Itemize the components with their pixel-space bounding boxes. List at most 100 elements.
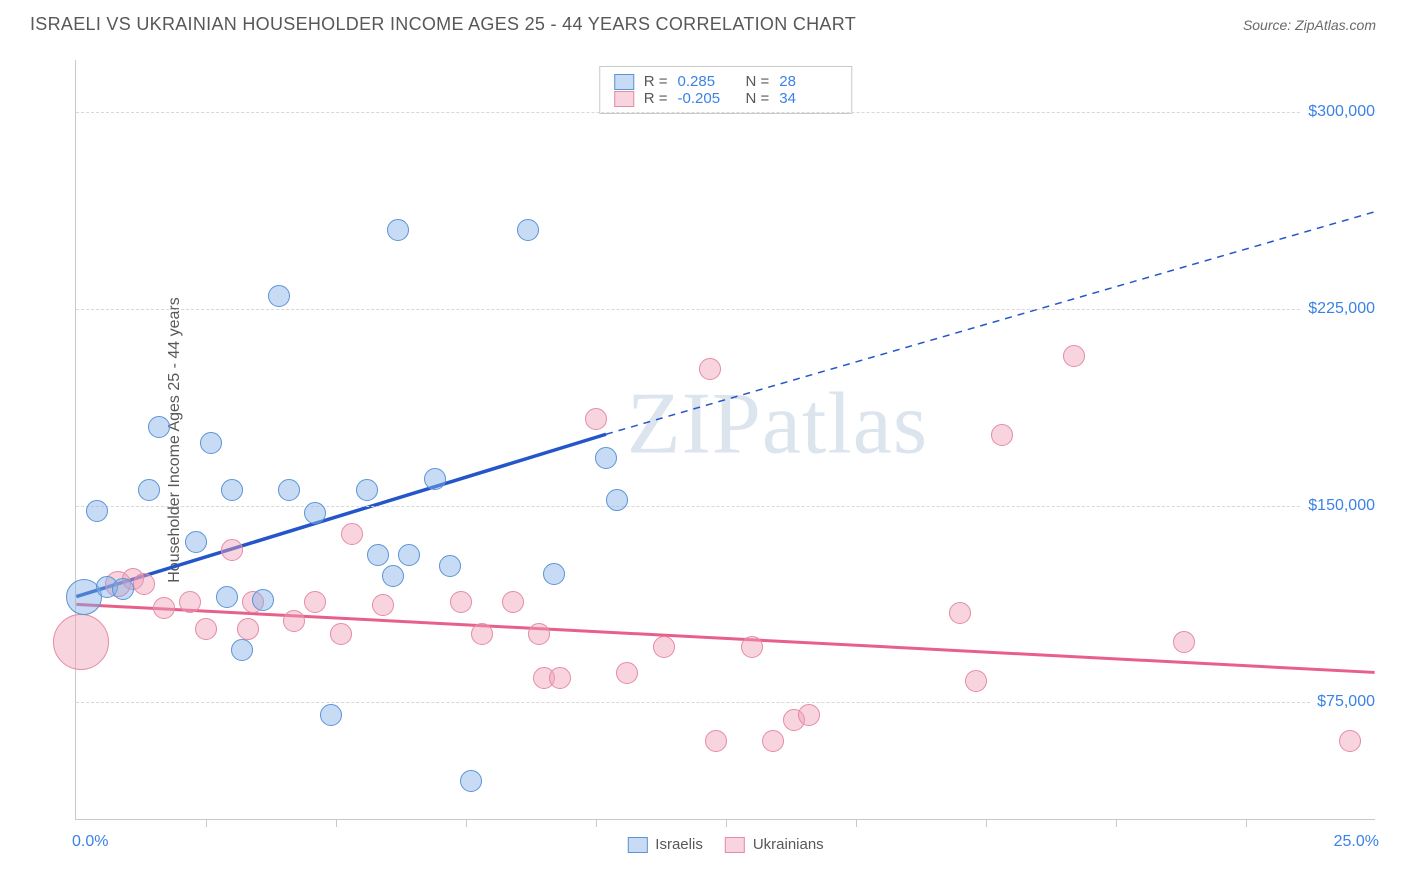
data-point <box>278 479 300 501</box>
legend-label: Ukrainians <box>753 836 824 853</box>
data-point <box>133 573 155 595</box>
data-point <box>320 704 342 726</box>
data-point <box>549 667 571 689</box>
n-value: 28 <box>779 73 837 90</box>
x-tick <box>1116 819 1117 827</box>
r-value: -0.205 <box>678 90 736 107</box>
data-point <box>53 614 109 670</box>
data-point <box>367 544 389 566</box>
data-point <box>330 623 352 645</box>
x-tick <box>206 819 207 827</box>
x-tick <box>596 819 597 827</box>
data-point <box>252 589 274 611</box>
y-tick-label: $150,000 <box>1302 497 1381 515</box>
data-point <box>185 531 207 553</box>
data-point <box>268 285 290 307</box>
data-point <box>949 602 971 624</box>
data-point <box>653 636 675 658</box>
data-point <box>1173 631 1195 653</box>
data-point <box>616 662 638 684</box>
data-point <box>471 623 493 645</box>
data-point <box>424 468 446 490</box>
x-tick <box>986 819 987 827</box>
trend-lines <box>76 60 1375 819</box>
data-point <box>341 523 363 545</box>
swatch-icon <box>614 91 634 107</box>
data-point <box>798 704 820 726</box>
data-point <box>439 555 461 577</box>
y-tick-label: $75,000 <box>1311 693 1381 711</box>
data-point <box>543 563 565 585</box>
correlation-stats-box: R = 0.285 N = 28 R = -0.205 N = 34 <box>599 66 853 114</box>
data-point <box>221 479 243 501</box>
swatch-icon <box>614 74 634 90</box>
data-point <box>112 578 134 600</box>
data-point <box>382 565 404 587</box>
x-axis-max-label: 25.0% <box>1334 833 1379 851</box>
data-point <box>387 219 409 241</box>
data-point <box>138 479 160 501</box>
y-tick-label: $300,000 <box>1302 103 1381 121</box>
data-point <box>450 591 472 613</box>
data-point <box>86 500 108 522</box>
r-value: 0.285 <box>678 73 736 90</box>
data-point <box>195 618 217 640</box>
data-point <box>502 591 524 613</box>
gridline <box>76 702 1375 703</box>
data-point <box>179 591 201 613</box>
x-tick <box>336 819 337 827</box>
data-point <box>153 597 175 619</box>
data-point <box>200 432 222 454</box>
data-point <box>1063 345 1085 367</box>
scatter-chart: Householder Income Ages 25 - 44 years ZI… <box>75 60 1375 820</box>
data-point <box>283 610 305 632</box>
watermark: ZIPatlas <box>627 374 928 475</box>
data-point <box>699 358 721 380</box>
legend-label: Israelis <box>655 836 703 853</box>
data-point <box>991 424 1013 446</box>
stat-label: N = <box>746 73 770 90</box>
chart-title: ISRAELI VS UKRAINIAN HOUSEHOLDER INCOME … <box>30 14 856 35</box>
data-point <box>148 416 170 438</box>
stat-label: N = <box>746 90 770 107</box>
stats-row-series2: R = -0.205 N = 34 <box>614 90 838 107</box>
swatch-icon <box>725 837 745 853</box>
data-point <box>221 539 243 561</box>
x-axis-min-label: 0.0% <box>72 833 108 851</box>
x-tick <box>726 819 727 827</box>
data-point <box>356 479 378 501</box>
gridline <box>76 112 1375 113</box>
x-tick <box>856 819 857 827</box>
data-point <box>528 623 550 645</box>
x-tick <box>466 819 467 827</box>
y-axis-title: Householder Income Ages 25 - 44 years <box>166 297 184 583</box>
swatch-icon <box>627 837 647 853</box>
data-point <box>372 594 394 616</box>
data-point <box>304 502 326 524</box>
data-point <box>705 730 727 752</box>
data-point <box>237 618 259 640</box>
x-tick <box>1246 819 1247 827</box>
legend-item-series1: Israelis <box>627 836 703 853</box>
n-value: 34 <box>779 90 837 107</box>
gridline <box>76 506 1375 507</box>
stats-row-series1: R = 0.285 N = 28 <box>614 73 838 90</box>
data-point <box>231 639 253 661</box>
data-point <box>304 591 326 613</box>
data-point <box>965 670 987 692</box>
legend: Israelis Ukrainians <box>627 836 823 853</box>
data-point <box>606 489 628 511</box>
stat-label: R = <box>644 90 668 107</box>
data-point <box>517 219 539 241</box>
gridline <box>76 309 1375 310</box>
source-attribution: Source: ZipAtlas.com <box>1243 17 1376 33</box>
data-point <box>585 408 607 430</box>
data-point <box>741 636 763 658</box>
data-point <box>762 730 784 752</box>
data-point <box>460 770 482 792</box>
stat-label: R = <box>644 73 668 90</box>
data-point <box>216 586 238 608</box>
data-point <box>1339 730 1361 752</box>
data-point <box>595 447 617 469</box>
legend-item-series2: Ukrainians <box>725 836 824 853</box>
